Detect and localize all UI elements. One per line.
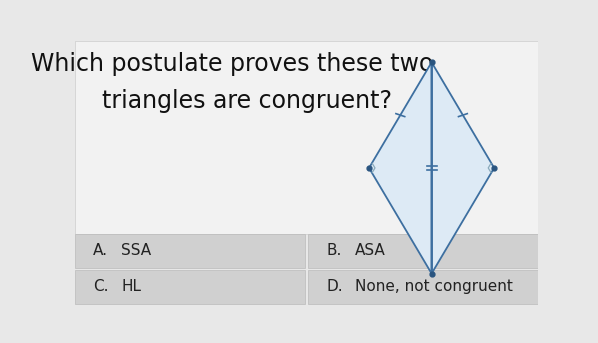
Text: D.: D. [327, 280, 343, 295]
Bar [309, 270, 538, 304]
Text: None, not congruent: None, not congruent [355, 280, 512, 295]
Text: ASA: ASA [355, 244, 386, 258]
Text: triangles are congruent?: triangles are congruent? [72, 89, 392, 113]
Text: Which postulate proves these two: Which postulate proves these two [31, 52, 434, 76]
Text: A.: A. [93, 244, 108, 258]
Bar [75, 234, 304, 268]
Text: C.: C. [93, 280, 109, 295]
Polygon shape [432, 62, 494, 274]
Polygon shape [369, 62, 432, 274]
Text: B.: B. [327, 244, 342, 258]
Bar [309, 234, 538, 268]
Bar [75, 41, 538, 234]
Text: HL: HL [121, 280, 141, 295]
Text: SSA: SSA [121, 244, 151, 258]
Bar [75, 270, 304, 304]
